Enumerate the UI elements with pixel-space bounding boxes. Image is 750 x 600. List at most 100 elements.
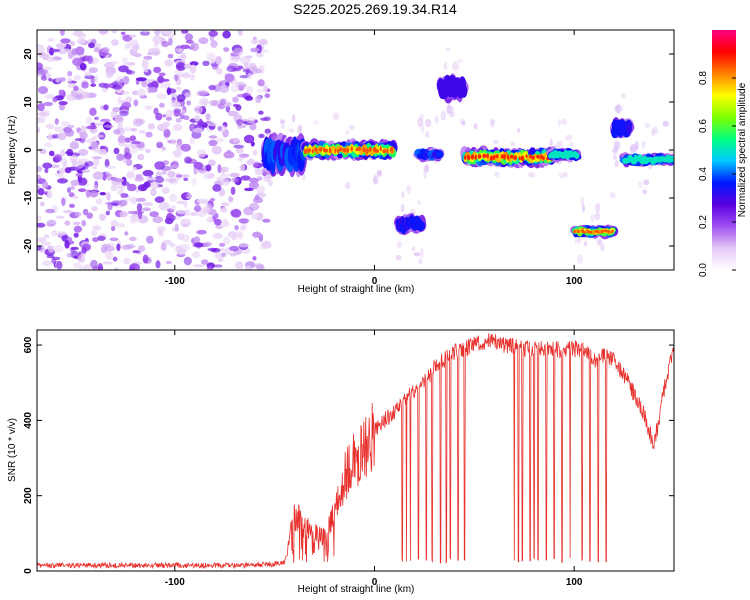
noise-blob [206,216,214,223]
noise-blob [49,58,56,63]
noise-blob [227,231,237,238]
noise-blob [60,149,65,157]
smear-blob [434,115,439,124]
noise-blob [237,30,244,36]
noise-blob [129,217,138,224]
noise-blob [260,241,268,247]
noise-blob [37,245,42,251]
noise-blob [37,44,45,54]
noise-blob [193,264,204,268]
noise-blob [215,56,222,65]
noise-blob [166,109,172,118]
noise-blob [137,153,145,161]
noise-blob [174,223,179,232]
noise-blob [180,44,190,49]
noise-blob [55,76,62,83]
noise-blob [88,42,95,49]
noise-blob [94,122,106,127]
spectral-blob [386,149,389,154]
noise-blob [172,124,183,131]
noise-blob [251,213,258,220]
noise-blob [183,115,190,121]
noise-blob [252,197,264,204]
noise-blob [90,141,99,150]
noise-blob [66,252,72,258]
smear-blob [417,200,421,205]
noise-blob [169,243,176,247]
noise-blob [158,201,170,211]
noise-blob [122,90,130,95]
noise-blob [180,143,191,152]
smear-blob [297,124,303,134]
noise-blob [153,107,159,115]
noise-blob [82,208,89,216]
smear-blob [268,180,273,187]
noise-blob [181,109,186,116]
noise-blob [101,51,107,56]
snr-xtick-label: 0 [372,577,378,588]
noise-blob [208,139,218,147]
spectrogram-ytick-label: 0 [23,147,34,153]
noise-blob [220,202,230,206]
noise-blob [105,66,117,75]
noise-blob [226,149,232,154]
smear-blob [612,148,618,154]
chart-title: S225.2025.269.19.34.R14 [293,1,457,17]
noise-blob [120,31,126,35]
noise-blob [136,88,146,98]
noise-blob [198,37,209,45]
spectral-blob [506,154,510,160]
noise-blob [104,158,110,168]
noise-blob [156,141,164,148]
noise-blob [214,218,222,226]
noise-blob [113,178,125,183]
noise-blob [40,201,45,207]
smear-blob [411,246,416,252]
smear-blob [401,191,405,199]
noise-blob [237,231,244,240]
smear-blob [556,140,564,149]
noise-blob [133,99,139,107]
noise-blob [124,137,131,143]
noise-blob [92,225,102,231]
noise-blob [196,149,207,158]
spectral-blob [610,229,614,233]
noise-blob [42,162,53,169]
spectral-blob [467,154,471,161]
noise-blob [180,218,192,228]
noise-blob [37,222,46,228]
noise-blob [189,64,197,74]
noise-blob [170,139,177,145]
noise-blob [165,116,172,121]
noise-blob [53,244,64,253]
snr-marks [37,333,674,570]
noise-blob [135,197,146,202]
noise-blob [119,211,128,218]
noise-blob [176,210,187,215]
noise-blob [47,37,55,42]
smear-blob [621,92,626,99]
noise-blob [253,161,259,167]
noise-blob [78,188,87,193]
noise-blob [52,96,58,103]
noise-blob [37,116,46,123]
noise-blob [81,81,89,89]
spectral-blob [495,154,499,159]
noise-blob [37,237,47,243]
noise-blob [92,171,104,180]
noise-blob [238,243,250,248]
noise-blob [190,212,197,217]
noise-blob [47,132,53,142]
noise-blob [118,199,128,207]
smear-blob [643,179,650,185]
noise-blob [57,178,68,184]
noise-blob [131,144,138,149]
spectral-blob [482,153,487,159]
noise-blob [181,30,189,34]
noise-blob [48,246,55,253]
noise-blob [211,145,222,155]
noise-blob [74,211,82,217]
noise-blob [232,137,240,143]
noise-blob [228,196,234,203]
smear-blob [440,110,447,121]
